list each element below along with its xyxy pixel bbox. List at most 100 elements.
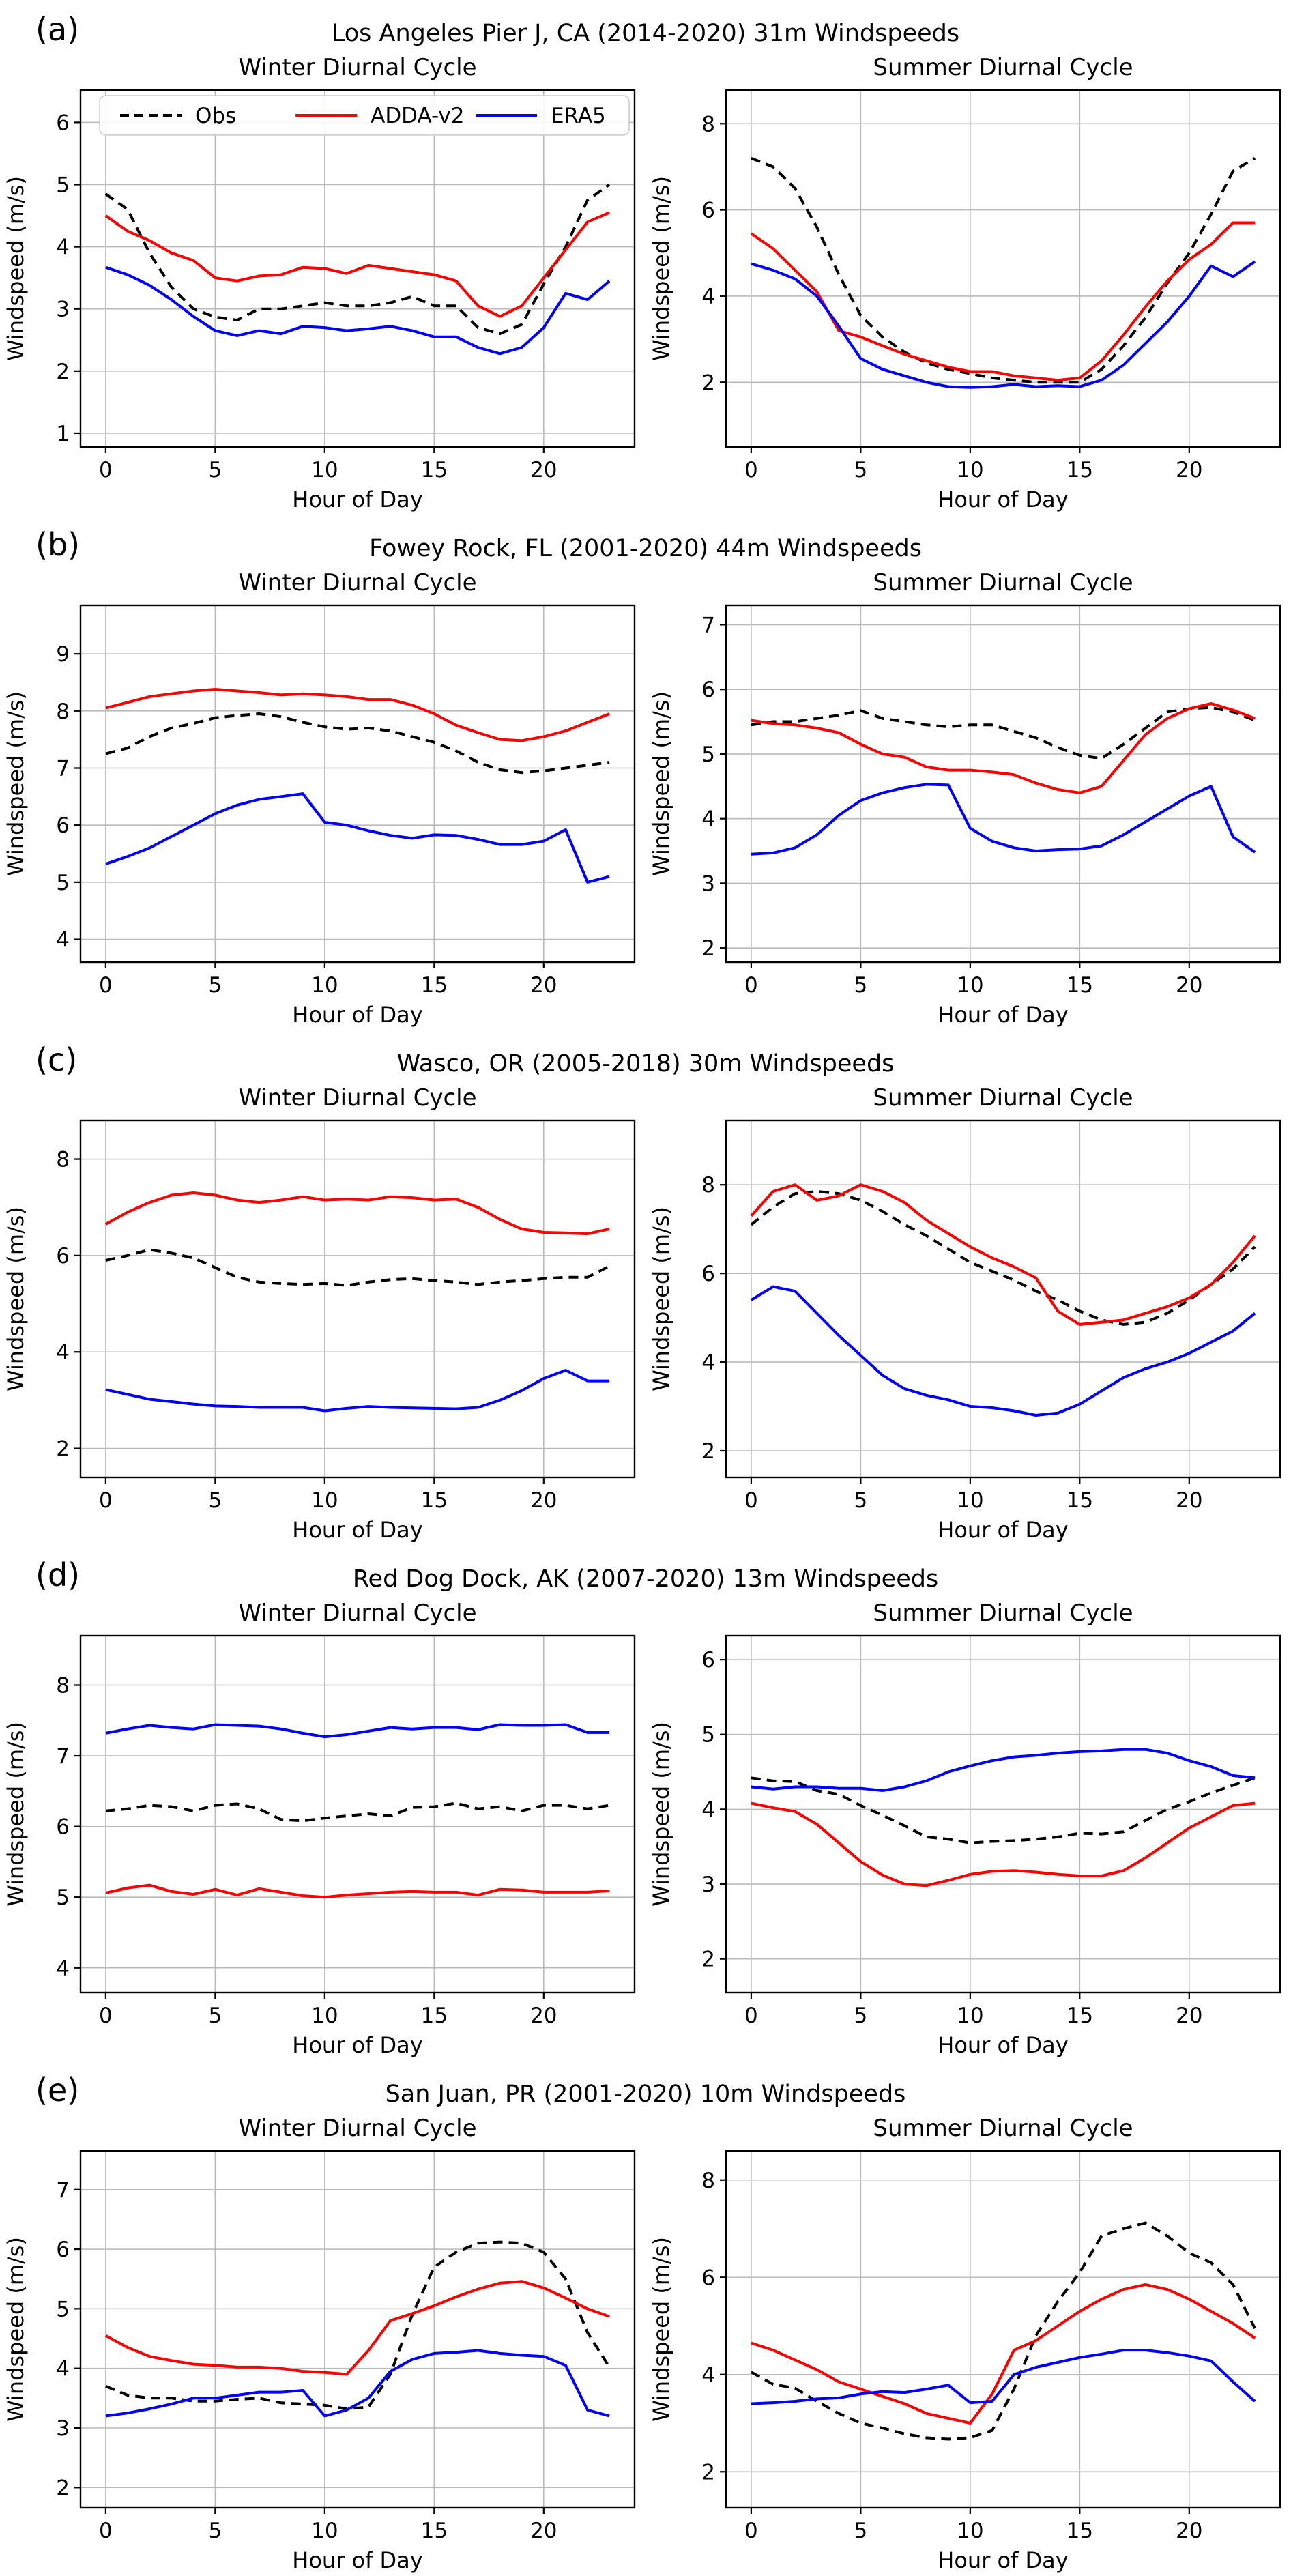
x-axis-label: Hour of Day <box>292 487 422 512</box>
panel-title: San Juan, PR (2001-2020) 10m Windspeeds <box>385 2080 906 2108</box>
y-axis-label: Windspeed (m/s) <box>3 176 29 361</box>
x-tick-label: 5 <box>854 1488 868 1513</box>
panel-letter-label: (e) <box>35 2072 80 2109</box>
series-era5-line <box>105 792 610 884</box>
y-tick-label: 8 <box>56 1148 70 1172</box>
chart-title: Summer Diurnal Cycle <box>873 1600 1133 1627</box>
y-tick-label: 4 <box>701 807 715 832</box>
winter-diurnal-chart: Winter Diurnal Cycle 0 5 10 15 20 4 5 6 7 8 9 Hour… <box>3 569 636 1028</box>
y-tick-label: 6 <box>701 2266 715 2290</box>
x-tick-label: 5 <box>209 2519 222 2543</box>
chart-title: Winter Diurnal Cycle <box>238 1600 476 1627</box>
y-axis-label: Windspeed (m/s) <box>3 691 29 876</box>
x-tick-label: 20 <box>530 1488 557 1513</box>
y-tick-label: 4 <box>56 1340 70 1365</box>
x-tick-label: 10 <box>311 1488 338 1513</box>
x-tick-label: 0 <box>99 973 113 998</box>
x-tick-label: 0 <box>744 973 758 998</box>
y-tick-label: 2 <box>701 1948 715 1972</box>
x-axis-label: Hour of Day <box>292 1002 422 1028</box>
y-tick-label: 2 <box>701 371 715 395</box>
series-obs-line <box>751 706 1256 760</box>
y-tick-label: 4 <box>701 285 715 309</box>
x-axis-label: Hour of Day <box>292 2547 422 2573</box>
legend-label: ERA5 <box>551 104 606 128</box>
y-tick-label: 2 <box>56 1437 70 1462</box>
y-tick-label: 3 <box>56 298 70 322</box>
x-axis-label: Hour of Day <box>938 487 1068 512</box>
x-tick-label: 0 <box>744 2003 758 2028</box>
y-tick-label: 7 <box>56 2178 70 2203</box>
panel-title: Los Angeles Pier J, CA (2014-2020) 31m W… <box>331 19 960 47</box>
x-tick-label: 5 <box>854 973 868 998</box>
series-adda-v2-line <box>104 1191 610 1236</box>
y-tick-label: 2 <box>701 936 715 961</box>
summer-diurnal-chart: Summer Diurnal Cycle 0 5 10 15 20 2 4 6 8 Hour o… <box>648 2115 1281 2573</box>
series-era5-line <box>105 1723 610 1739</box>
x-axis-label: Hour of Day <box>292 2032 422 2058</box>
winter-diurnal-chart: Winter Diurnal Cycle 0 5 10 15 20 1 2 3 4 5 6 Obs AD… <box>3 54 636 512</box>
series-era5-line <box>751 2349 1256 2405</box>
x-tick-label: 15 <box>421 1488 448 1513</box>
x-tick-label: 10 <box>957 458 983 482</box>
chart-title: Winter Diurnal Cycle <box>238 54 476 81</box>
y-tick-label: 4 <box>56 2357 70 2382</box>
series-era5-line <box>105 1369 610 1413</box>
y-tick-label: 5 <box>56 2297 70 2321</box>
panel-title: Wasco, OR (2005-2018) 30m Windspeeds <box>396 1050 895 1077</box>
y-axis-label: Windspeed (m/s) <box>648 691 674 876</box>
x-tick-label: 15 <box>1067 1488 1093 1513</box>
series-adda-v2-line <box>105 688 610 742</box>
y-tick-label: 5 <box>56 871 70 895</box>
x-tick-label: 20 <box>1176 973 1202 998</box>
x-tick-label: 10 <box>957 973 983 998</box>
x-tick-label: 20 <box>1176 2003 1202 2028</box>
series-adda-v2-line <box>750 1183 1256 1326</box>
winter-diurnal-chart: Winter Diurnal Cycle 0 5 10 15 20 4 5 6 7 8 Hour … <box>3 1600 636 2058</box>
panel-row-c: (c) Wasco, OR (2005-2018) 30m Windspeeds … <box>0 1030 1291 1546</box>
x-tick-label: 15 <box>1067 2519 1093 2543</box>
y-tick-label: 4 <box>56 235 70 260</box>
charts-pair: Winter Diurnal Cycle 0 5 10 15 20 4 5 6 7 8 9 Hour… <box>0 562 1291 1030</box>
y-tick-label: 7 <box>56 756 70 781</box>
x-tick-label: 5 <box>209 973 222 998</box>
panel-letter-label: (a) <box>35 11 80 48</box>
y-tick-label: 5 <box>56 1885 70 1910</box>
x-tick-label: 15 <box>1067 973 1093 998</box>
panel-row-b: (b) Fowey Rock, FL (2001-2020) 44m Windsp… <box>0 515 1291 1030</box>
x-tick-label: 5 <box>209 458 222 482</box>
y-tick-label: 6 <box>56 2238 70 2262</box>
y-axis-label: Windspeed (m/s) <box>648 2237 674 2422</box>
summer-diurnal-chart: Summer Diurnal Cycle 0 5 10 15 20 2 3 4 5 6 7 Hour… <box>648 569 1281 1028</box>
series-era5-line <box>105 265 611 356</box>
x-tick-label: 10 <box>957 2519 983 2543</box>
x-tick-label: 5 <box>854 458 868 482</box>
x-tick-label: 20 <box>1176 458 1202 482</box>
legend-box <box>99 95 630 136</box>
winter-diurnal-chart: Winter Diurnal Cycle 0 5 10 15 20 2 3 4 5 6 7 Hour… <box>3 2115 636 2573</box>
y-axis-label: Windspeed (m/s) <box>3 1206 29 1391</box>
series-adda-v2-line <box>751 1801 1256 1887</box>
y-tick-label: 6 <box>56 111 70 135</box>
series-adda-v2-line <box>751 702 1256 794</box>
x-tick-label: 15 <box>421 458 448 482</box>
x-tick-label: 10 <box>311 973 338 998</box>
y-axis-label: Windspeed (m/s) <box>3 2237 29 2422</box>
y-tick-label: 6 <box>56 1244 70 1269</box>
x-axis-label: Hour of Day <box>938 1002 1068 1028</box>
x-axis-label: Hour of Day <box>938 2032 1068 2058</box>
series-adda-v2-line <box>104 211 610 318</box>
series-obs-line <box>750 1190 1256 1326</box>
x-tick-label: 10 <box>957 1488 983 1513</box>
charts-pair: Winter Diurnal Cycle 0 5 10 15 20 2 4 6 8 Hour o… <box>0 1077 1291 1546</box>
series-obs-line <box>750 2221 1256 2441</box>
y-tick-label: 8 <box>701 112 715 136</box>
panel-letter-label: (b) <box>35 526 81 563</box>
series-adda-v2-line <box>750 221 1256 382</box>
x-tick-label: 5 <box>209 2003 222 2028</box>
x-tick-label: 5 <box>854 2519 868 2543</box>
chart-title: Winter Diurnal Cycle <box>238 2115 476 2142</box>
x-tick-label: 20 <box>1176 1488 1202 1513</box>
panel-title: Fowey Rock, FL (2001-2020) 44m Windspeed… <box>369 534 922 562</box>
